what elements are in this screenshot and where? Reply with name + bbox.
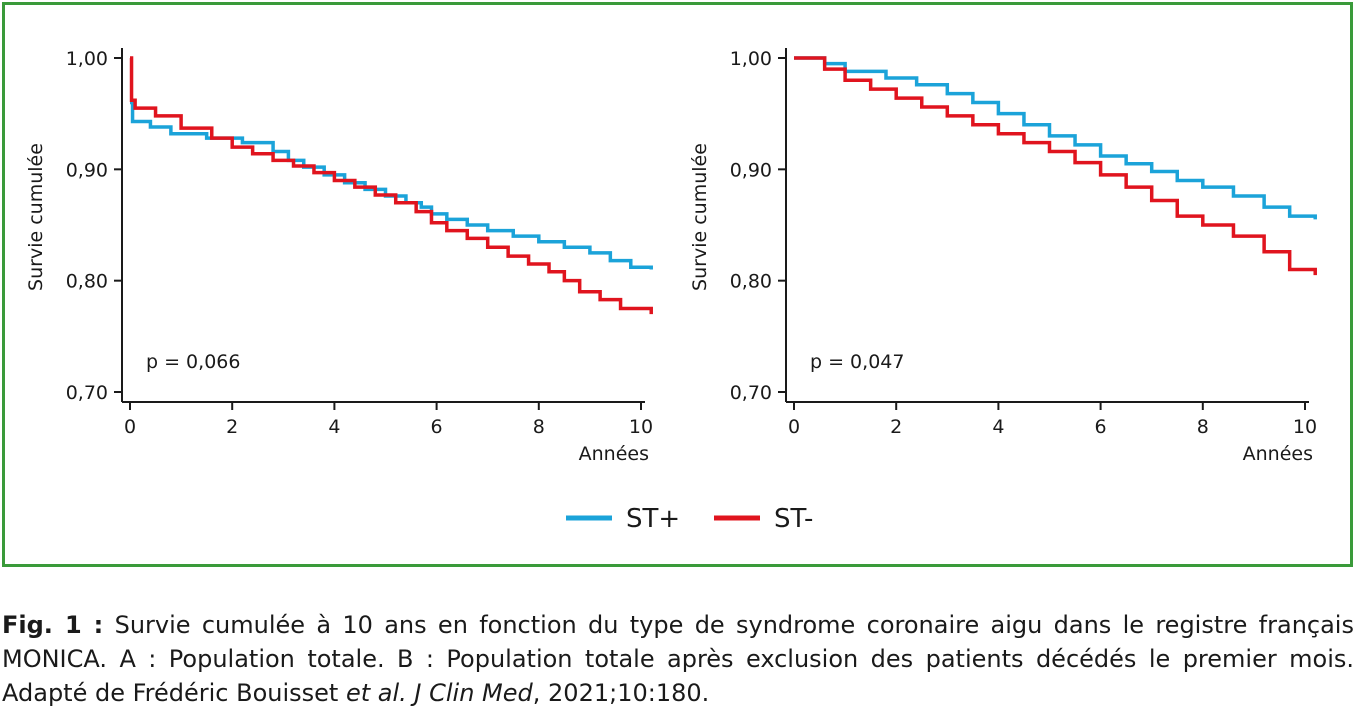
x-axis-label: Années xyxy=(579,443,649,465)
legend: ST+ ST- xyxy=(566,504,813,534)
caption-citation: et al. J Clin Med xyxy=(345,679,533,707)
x-tick-label: 10 xyxy=(629,416,653,438)
p-value-annotation: p = 0,066 xyxy=(146,351,240,373)
y-tick-label: 0,80 xyxy=(66,271,108,293)
y-tick-label: 0,90 xyxy=(730,159,772,181)
x-tick-label: 8 xyxy=(533,416,545,438)
chart-panel-a: 0,70 0,80 0,90 1,00 0 2 4 6 8 10 Années Survie cumu… xyxy=(25,48,653,465)
figure-frame xyxy=(2,2,1353,567)
x-tick-label: 4 xyxy=(992,416,1004,438)
series-line-st-minus xyxy=(794,56,1317,276)
series-line-st-minus xyxy=(129,56,653,315)
chart-panel-b: 0,70 0,80 0,90 1,00 0 2 4 6 8 10 Années Survie cumu… xyxy=(689,48,1317,465)
legend-label: ST+ xyxy=(626,504,680,534)
caption-text: Survie cumulée à 10 ans en fonction du t… xyxy=(2,611,1354,707)
x-tick-label: 6 xyxy=(431,416,443,438)
caption-label: Fig. 1 : xyxy=(2,611,104,639)
x-tick-label: 2 xyxy=(890,416,902,438)
x-tick-label: 6 xyxy=(1095,416,1107,438)
legend-label: ST- xyxy=(774,504,813,534)
survival-charts: 0,70 0,80 0,90 1,00 0 2 4 6 8 10 Années Survie cumu… xyxy=(25,48,1317,534)
series-line-st-plus xyxy=(794,56,1317,220)
figure-caption: Fig. 1 : Survie cumulée à 10 ans en fonc… xyxy=(2,608,1354,710)
y-tick-label: 0,70 xyxy=(66,382,108,404)
y-tick-label: 1,00 xyxy=(66,48,108,70)
x-tick-label: 4 xyxy=(328,416,340,438)
x-tick-label: 10 xyxy=(1293,416,1317,438)
y-axis-label: Survie cumulée xyxy=(25,143,47,291)
y-tick-label: 1,00 xyxy=(730,48,772,70)
x-tick-label: 0 xyxy=(124,416,136,438)
y-tick-label: 0,70 xyxy=(730,382,772,404)
p-value-annotation: p = 0,047 xyxy=(810,351,904,373)
y-tick-label: 0,90 xyxy=(66,159,108,181)
x-axis-label: Années xyxy=(1243,443,1313,465)
y-tick-label: 0,80 xyxy=(730,271,772,293)
x-tick-label: 0 xyxy=(788,416,800,438)
caption-tail: , 2021;10:180. xyxy=(532,679,710,707)
x-tick-label: 8 xyxy=(1197,416,1209,438)
x-tick-label: 2 xyxy=(226,416,238,438)
y-axis-label: Survie cumulée xyxy=(689,143,711,291)
